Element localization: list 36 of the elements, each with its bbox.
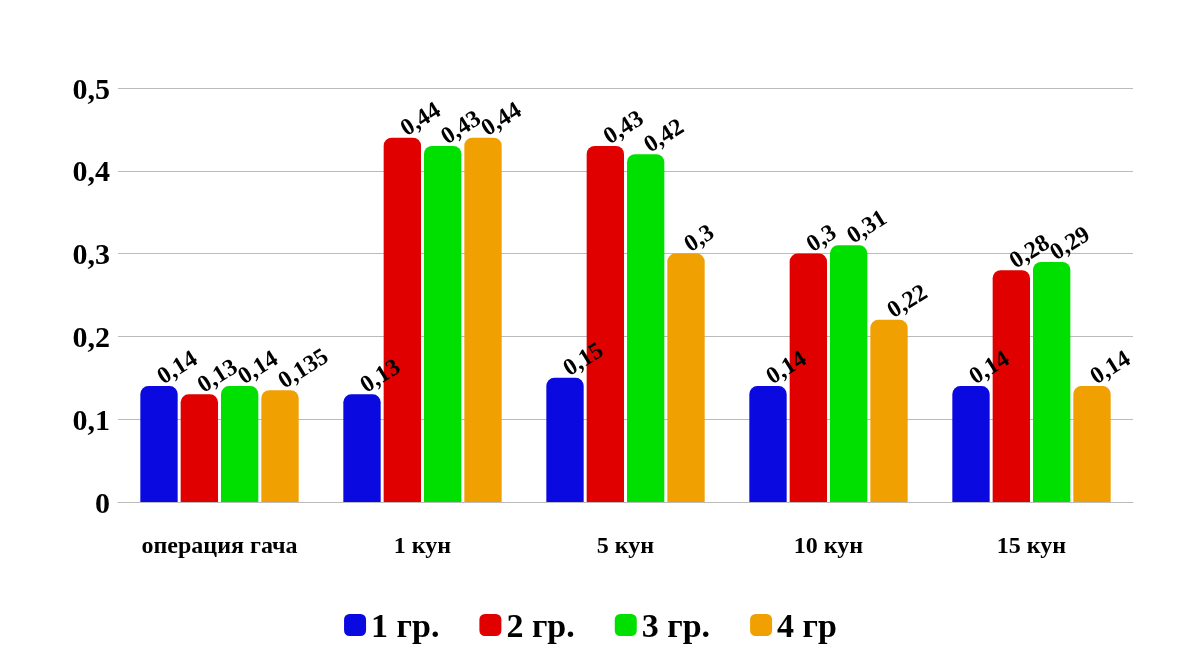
legend-label: 2 гр. <box>506 606 575 644</box>
bar <box>952 386 990 502</box>
y-tick-label: 0,3 <box>72 237 110 271</box>
bar <box>1073 386 1111 502</box>
legend-label: 3 гр. <box>641 606 711 644</box>
x-tick-label: 10 кун <box>793 532 864 558</box>
data-label: 0,3 <box>801 218 841 257</box>
legend-label: 4 гр <box>777 606 837 644</box>
y-tick-label: 0 <box>95 485 110 519</box>
bar <box>140 386 178 502</box>
x-tick-label: операция гача <box>141 532 298 558</box>
bar <box>667 253 705 502</box>
y-tick-label: 0,4 <box>72 154 110 188</box>
data-label: 0,3 <box>679 218 719 257</box>
y-tick-label: 0,2 <box>72 319 110 353</box>
bar <box>343 394 381 502</box>
data-label: 0,31 <box>841 204 892 249</box>
bar <box>626 154 665 502</box>
x-tick-label: 5 кун <box>596 532 655 558</box>
data-label: 0,14 <box>761 344 811 390</box>
y-tick-label: 0,1 <box>72 402 110 436</box>
bar <box>423 145 462 502</box>
bar <box>261 390 299 502</box>
bar <box>749 386 787 502</box>
bar <box>870 319 908 502</box>
x-tick-label: 15 кун <box>996 532 1067 558</box>
data-label: 0,14 <box>964 344 1014 390</box>
data-label: 0,13 <box>355 353 405 398</box>
bar <box>180 394 219 502</box>
data-label: 0,14 <box>1085 344 1135 390</box>
data-label: 0,22 <box>882 278 932 323</box>
x-tick-label: 1 кун <box>393 532 452 558</box>
data-label: 0,15 <box>558 336 608 381</box>
legend-label: 1 гр. <box>371 606 440 644</box>
bar <box>546 377 584 502</box>
y-tick-label: 0,5 <box>72 71 110 105</box>
